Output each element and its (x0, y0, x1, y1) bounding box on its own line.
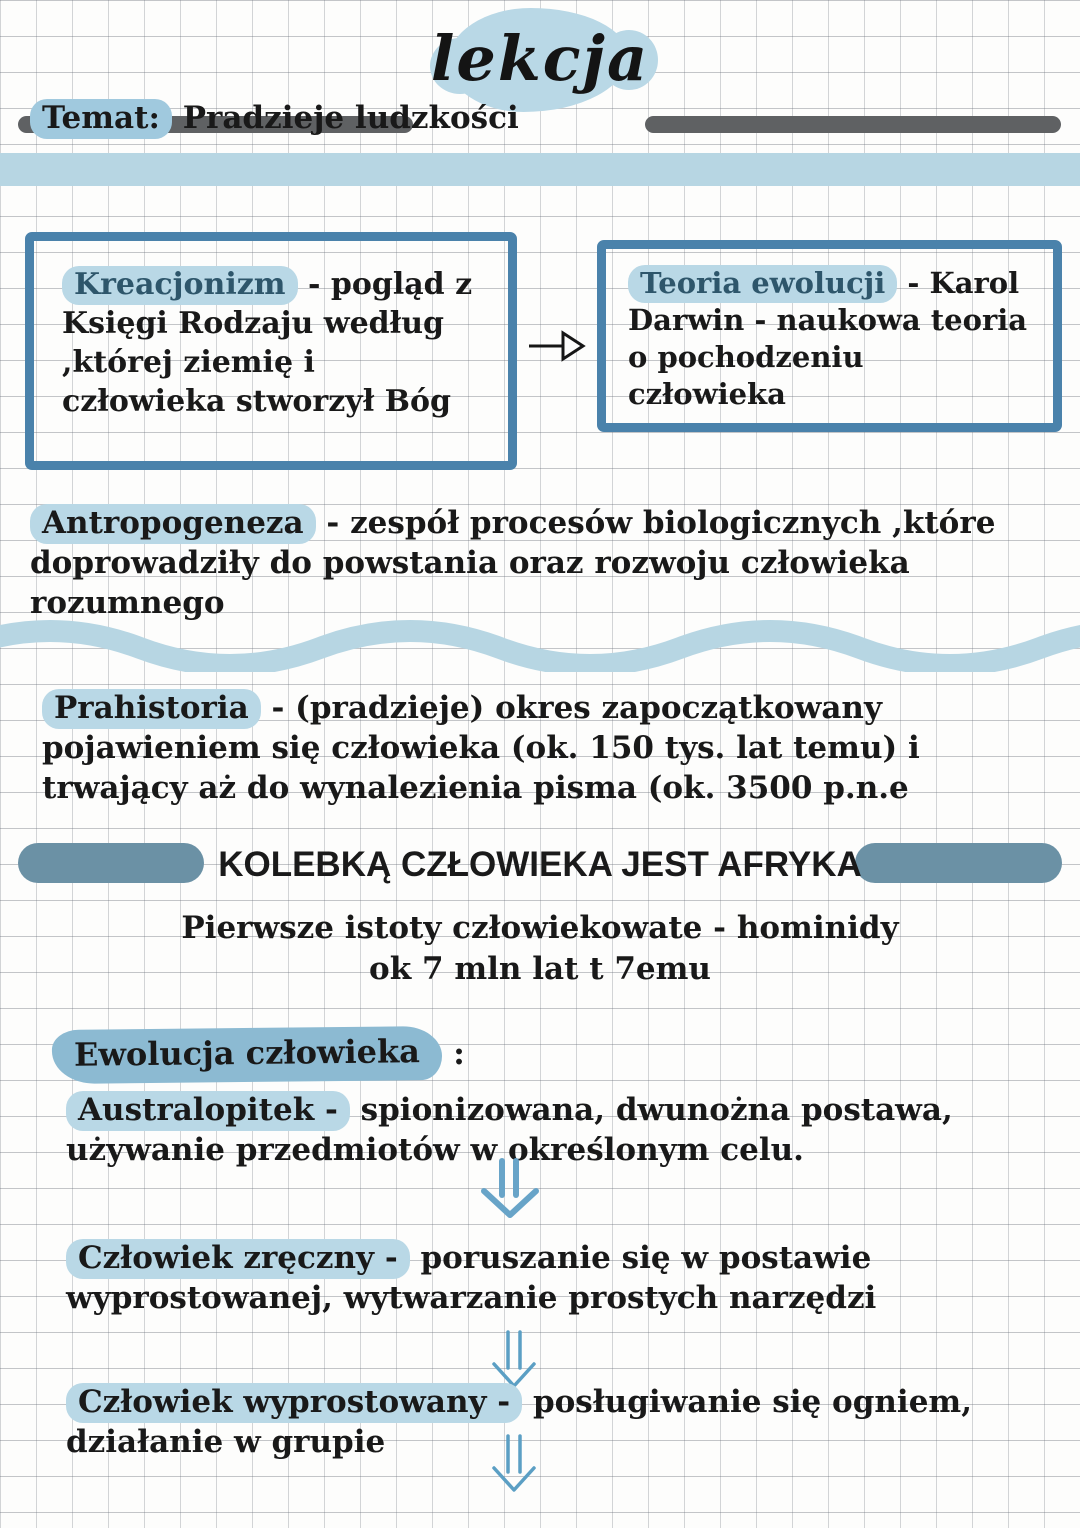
evolution-theory-box: Teoria ewolucji - Karol Darwin - naukowa… (597, 240, 1062, 432)
antropogeneza-text: - zespół procesów biologicznych ,które d… (30, 505, 996, 621)
topic-title: Pradzieje ludzkości (182, 100, 519, 136)
divider-bar-right (645, 116, 1061, 133)
down-arrow-icon (484, 1434, 548, 1494)
step-term: Australopitek - (66, 1091, 350, 1131)
step-text: spionizowana, dwunożna postawa, używanie… (66, 1092, 953, 1168)
right-arrow-icon (528, 327, 586, 365)
prahistoria-term: Prahistoria (42, 689, 261, 729)
hominids-line2: ok 7 mln lat t 7emu (369, 951, 711, 987)
hominids-subline: Pierwsze istoty człowiekowate - hominidy… (0, 908, 1080, 990)
evolution-step-czlowiek-wyprostowany: Człowiek wyprostowany - posługiwanie się… (66, 1382, 1036, 1462)
evolution-step-australopitek: Australopitek - spionizowana, dwunożna p… (66, 1090, 1036, 1170)
creationism-text: - pogląd z Księgi Rodzaju według ,której… (62, 267, 473, 419)
topic-line: Temat: Pradzieje ludzkości (30, 99, 519, 139)
prahistoria-text: - (pradzieje) okres zapoczątkowany pojaw… (42, 690, 920, 806)
evolution-theory-term: Teoria ewolucji (628, 265, 898, 303)
topic-label: Temat: (30, 99, 172, 139)
page-script-title: lekcja (430, 22, 650, 95)
evolution-list-colon: : (453, 1034, 465, 1072)
step-text: poruszanie się w postawie wyprostowanej,… (66, 1240, 877, 1316)
evolution-list-label: Ewolucja człowieka (51, 1025, 443, 1085)
step-term: Człowiek zręczny - (66, 1239, 410, 1279)
creationism-box: Kreacjonizm - pogląd z Księgi Rodzaju we… (25, 232, 517, 470)
section-pill-left (18, 843, 204, 883)
creationism-term: Kreacjonizm (62, 266, 298, 305)
evolution-theory-text: - Karol Darwin - naukowa teoria o pochod… (628, 266, 1028, 411)
section-pill-right (855, 843, 1062, 883)
title-highlight-blob (448, 8, 628, 112)
hominids-line1: Pierwsze istoty człowiekowate - hominidy (181, 910, 899, 946)
step-term: Człowiek wyprostowany - (66, 1383, 523, 1423)
step-text: posługiwanie się ogniem, działanie w gru… (66, 1384, 973, 1460)
antropogeneza-term: Antropogeneza (30, 504, 316, 544)
antropogeneza-paragraph: Antropogeneza - zespół procesów biologic… (30, 503, 1050, 623)
prahistoria-paragraph: Prahistoria - (pradzieje) okres zapocząt… (42, 688, 1037, 808)
down-arrow-icon (484, 1330, 548, 1390)
down-arrow-icon (476, 1158, 546, 1220)
evolution-list-heading: Ewolucja człowieka : (51, 1025, 465, 1085)
blue-divider-bar (0, 153, 1080, 186)
wave-divider (0, 610, 1080, 672)
evolution-step-czlowiek-zreczny: Człowiek zręczny - poruszanie się w post… (66, 1238, 1036, 1318)
section-heading: KOLEBKĄ CZŁOWIEKA JEST AFRYKA (218, 845, 862, 884)
